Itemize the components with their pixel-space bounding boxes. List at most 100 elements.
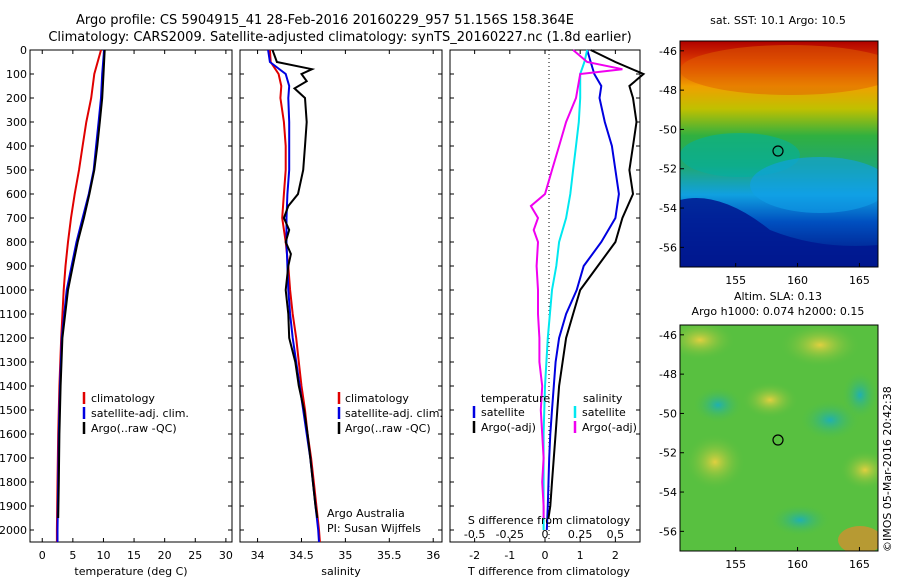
x-tick-label: 35.5 <box>377 549 402 562</box>
series-line-black <box>57 49 106 519</box>
legend-label: climatology <box>345 392 409 405</box>
x-tick-label: 20 <box>158 549 172 562</box>
sst-map-title: sat. SST: 10.1 Argo: 10.5 <box>710 14 846 27</box>
temperature-x-axis: 0 5 10 15 20 25 30 <box>39 50 233 562</box>
map-y-tick-label: -52 <box>659 163 677 176</box>
s-tick-label: -0.25 <box>496 528 524 541</box>
depth-tick-label: 1200 <box>0 332 27 345</box>
salinity-x-axis: 34 34.5 35 35.5 36 <box>251 50 440 562</box>
series-line-black <box>271 49 319 519</box>
map-x-tick-label: 155 <box>725 274 746 287</box>
depth-tick-label: 200 <box>6 92 27 105</box>
sla-high-patch <box>685 434 745 490</box>
legend-label: Argo(-adj) <box>481 421 536 434</box>
sla-high-patch <box>780 325 860 367</box>
salinity-panel <box>239 49 443 543</box>
sla-high-patch <box>742 382 798 418</box>
map-y-tick-label: -50 <box>659 407 677 420</box>
sla-low-patch <box>842 371 878 419</box>
sla-map-title: Altim. SLA: 0.13 <box>734 290 822 303</box>
depth-tick-label: 1900 <box>0 500 27 513</box>
float-position-marker <box>772 145 784 157</box>
sla-map-axis: 155 160 165 -46 -48 -50 -52 -54 -56 <box>659 329 870 571</box>
x-tick-label: 5 <box>69 549 76 562</box>
series-line-red <box>55 49 102 542</box>
map-x-tick-label: 160 <box>787 274 808 287</box>
temperature-series <box>55 49 106 542</box>
x-tick-label: 15 <box>127 549 141 562</box>
map-y-tick-label: -50 <box>659 123 677 136</box>
header-line-1: Argo profile: CS 5904915_41 28-Feb-2016 … <box>76 13 574 28</box>
imos-credit: ©IMOS 05-Mar-2016 20:42:38 <box>881 386 894 552</box>
legend-label: Argo(..raw -QC) <box>91 422 177 435</box>
depth-tick-label: 500 <box>6 164 27 177</box>
annotation-line-2: PI: Susan Wijffels <box>327 522 421 535</box>
map-x-tick-label: 165 <box>849 558 870 571</box>
map-y-tick-label: -48 <box>659 84 677 97</box>
map-y-tick-label: -46 <box>659 45 677 58</box>
map-y-tick-label: -54 <box>659 486 677 499</box>
legend-label: satellite-adj. clim. <box>91 407 189 420</box>
header-line-2: Climatology: CARS2009. Satellite-adjuste… <box>48 30 631 45</box>
sla-map <box>680 325 878 551</box>
depth-axis: 0 100 200 300 400 500 600 700 800 900 1000 1100 1200… <box>0 44 640 537</box>
x-tick-label: 34.5 <box>289 549 314 562</box>
depth-tick-label: 800 <box>6 236 27 249</box>
x-tick-label: 25 <box>188 549 202 562</box>
sla-low-patch <box>693 387 743 423</box>
difference-series <box>529 49 646 531</box>
annotation-line-1: Argo Australia <box>327 507 405 520</box>
temperature-x-label: temperature (deg C) <box>74 565 187 578</box>
s-tick-label: -0.5 <box>464 528 485 541</box>
x-tick-label: 1 <box>577 549 584 562</box>
map-x-tick-label: 155 <box>725 558 746 571</box>
map-y-tick-label: -52 <box>659 447 677 460</box>
x-tick-label: 2 <box>612 549 619 562</box>
difference-legend: temperature salinity satellite Argo(-adj… <box>472 392 637 434</box>
depth-tick-label: 900 <box>6 260 27 273</box>
series-line-blue <box>545 49 620 531</box>
float-position-marker <box>772 434 784 446</box>
sst-warm-tongue <box>680 45 878 95</box>
depth-tick-label: 1000 <box>0 284 27 297</box>
sst-map <box>680 41 878 267</box>
depth-tick-label: 1500 <box>0 404 27 417</box>
sla-high-patch <box>680 325 735 360</box>
t-difference-label: T difference from climatology <box>467 565 630 578</box>
x-tick-label: 35 <box>338 549 352 562</box>
map-y-tick-label: -48 <box>659 368 677 381</box>
depth-tick-label: 600 <box>6 188 27 201</box>
map-x-tick-label: 165 <box>849 274 870 287</box>
depth-tick-label: 1300 <box>0 356 27 369</box>
depth-tick-label: 1600 <box>0 428 27 441</box>
sst-deep-cold <box>680 198 878 267</box>
salinity-x-label: salinity <box>321 565 361 578</box>
s-difference-label: S difference from climatology <box>468 514 631 527</box>
sla-map-frame <box>679 324 879 552</box>
map-y-tick-label: -56 <box>659 525 677 538</box>
map-y-tick-label: -54 <box>659 202 677 215</box>
legend-label: satellite <box>481 406 525 419</box>
sst-cold-band <box>750 157 878 213</box>
depth-tick-label: 1400 <box>0 380 27 393</box>
legend-label: satellite-adj. clim. <box>345 407 443 420</box>
s-tick-label: 0.5 <box>607 528 625 541</box>
sla-low-patch <box>800 400 860 440</box>
s-tick-label: 0 <box>542 528 549 541</box>
difference-panel <box>449 49 641 543</box>
map-y-tick-label: -46 <box>659 329 677 342</box>
legend-title-temperature: temperature <box>481 392 550 405</box>
salinity-series <box>267 49 321 543</box>
depth-tick-label: 1800 <box>0 476 27 489</box>
series-line-cyan <box>542 49 589 530</box>
x-tick-label: 0 <box>39 549 46 562</box>
depth-tick-label: 300 <box>6 116 27 129</box>
depth-tick-label: 100 <box>6 68 27 81</box>
depth-tick-label: 2000 <box>0 524 27 537</box>
sst-map-frame <box>679 40 879 268</box>
legend-label: satellite <box>582 406 626 419</box>
sla-map-subtitle: Argo h1000: 0.074 h2000: 0.15 <box>692 305 865 318</box>
temperature-legend: climatology satellite-adj. clim. Argo(..… <box>82 392 189 435</box>
sst-map-axis: 155 160 165 -46 -48 -50 -52 -54 -56 <box>659 45 870 287</box>
